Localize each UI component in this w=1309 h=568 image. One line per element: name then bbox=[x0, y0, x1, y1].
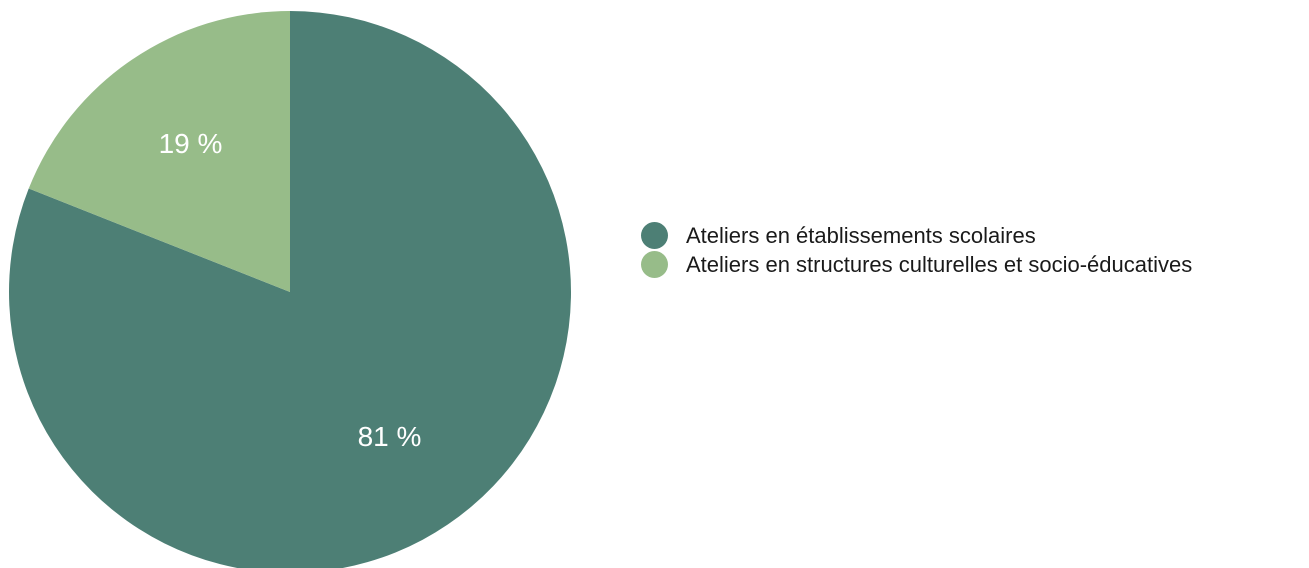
legend: Ateliers en établissements scolaires Ate… bbox=[641, 221, 1192, 279]
legend-swatch-schools bbox=[641, 222, 668, 249]
pie-slice-schools bbox=[9, 11, 571, 568]
pie-label-schools: 81 % bbox=[358, 421, 422, 452]
pie-label-cultural: 19 % bbox=[159, 128, 223, 159]
legend-item-cultural: Ateliers en structures culturelles et so… bbox=[641, 250, 1192, 279]
pie-slice-cultural bbox=[28, 11, 290, 292]
legend-label-cultural: Ateliers en structures culturelles et so… bbox=[686, 252, 1193, 277]
legend-item-schools: Ateliers en établissements scolaires bbox=[641, 221, 1192, 250]
pie-value-labels: 81 % 19 % bbox=[159, 128, 422, 452]
legend-swatch-cultural bbox=[641, 251, 668, 278]
pie-chart: 81 % 19 % bbox=[9, 11, 571, 568]
legend-label-schools: Ateliers en établissements scolaires bbox=[686, 223, 1036, 248]
pie-slices bbox=[9, 11, 571, 568]
